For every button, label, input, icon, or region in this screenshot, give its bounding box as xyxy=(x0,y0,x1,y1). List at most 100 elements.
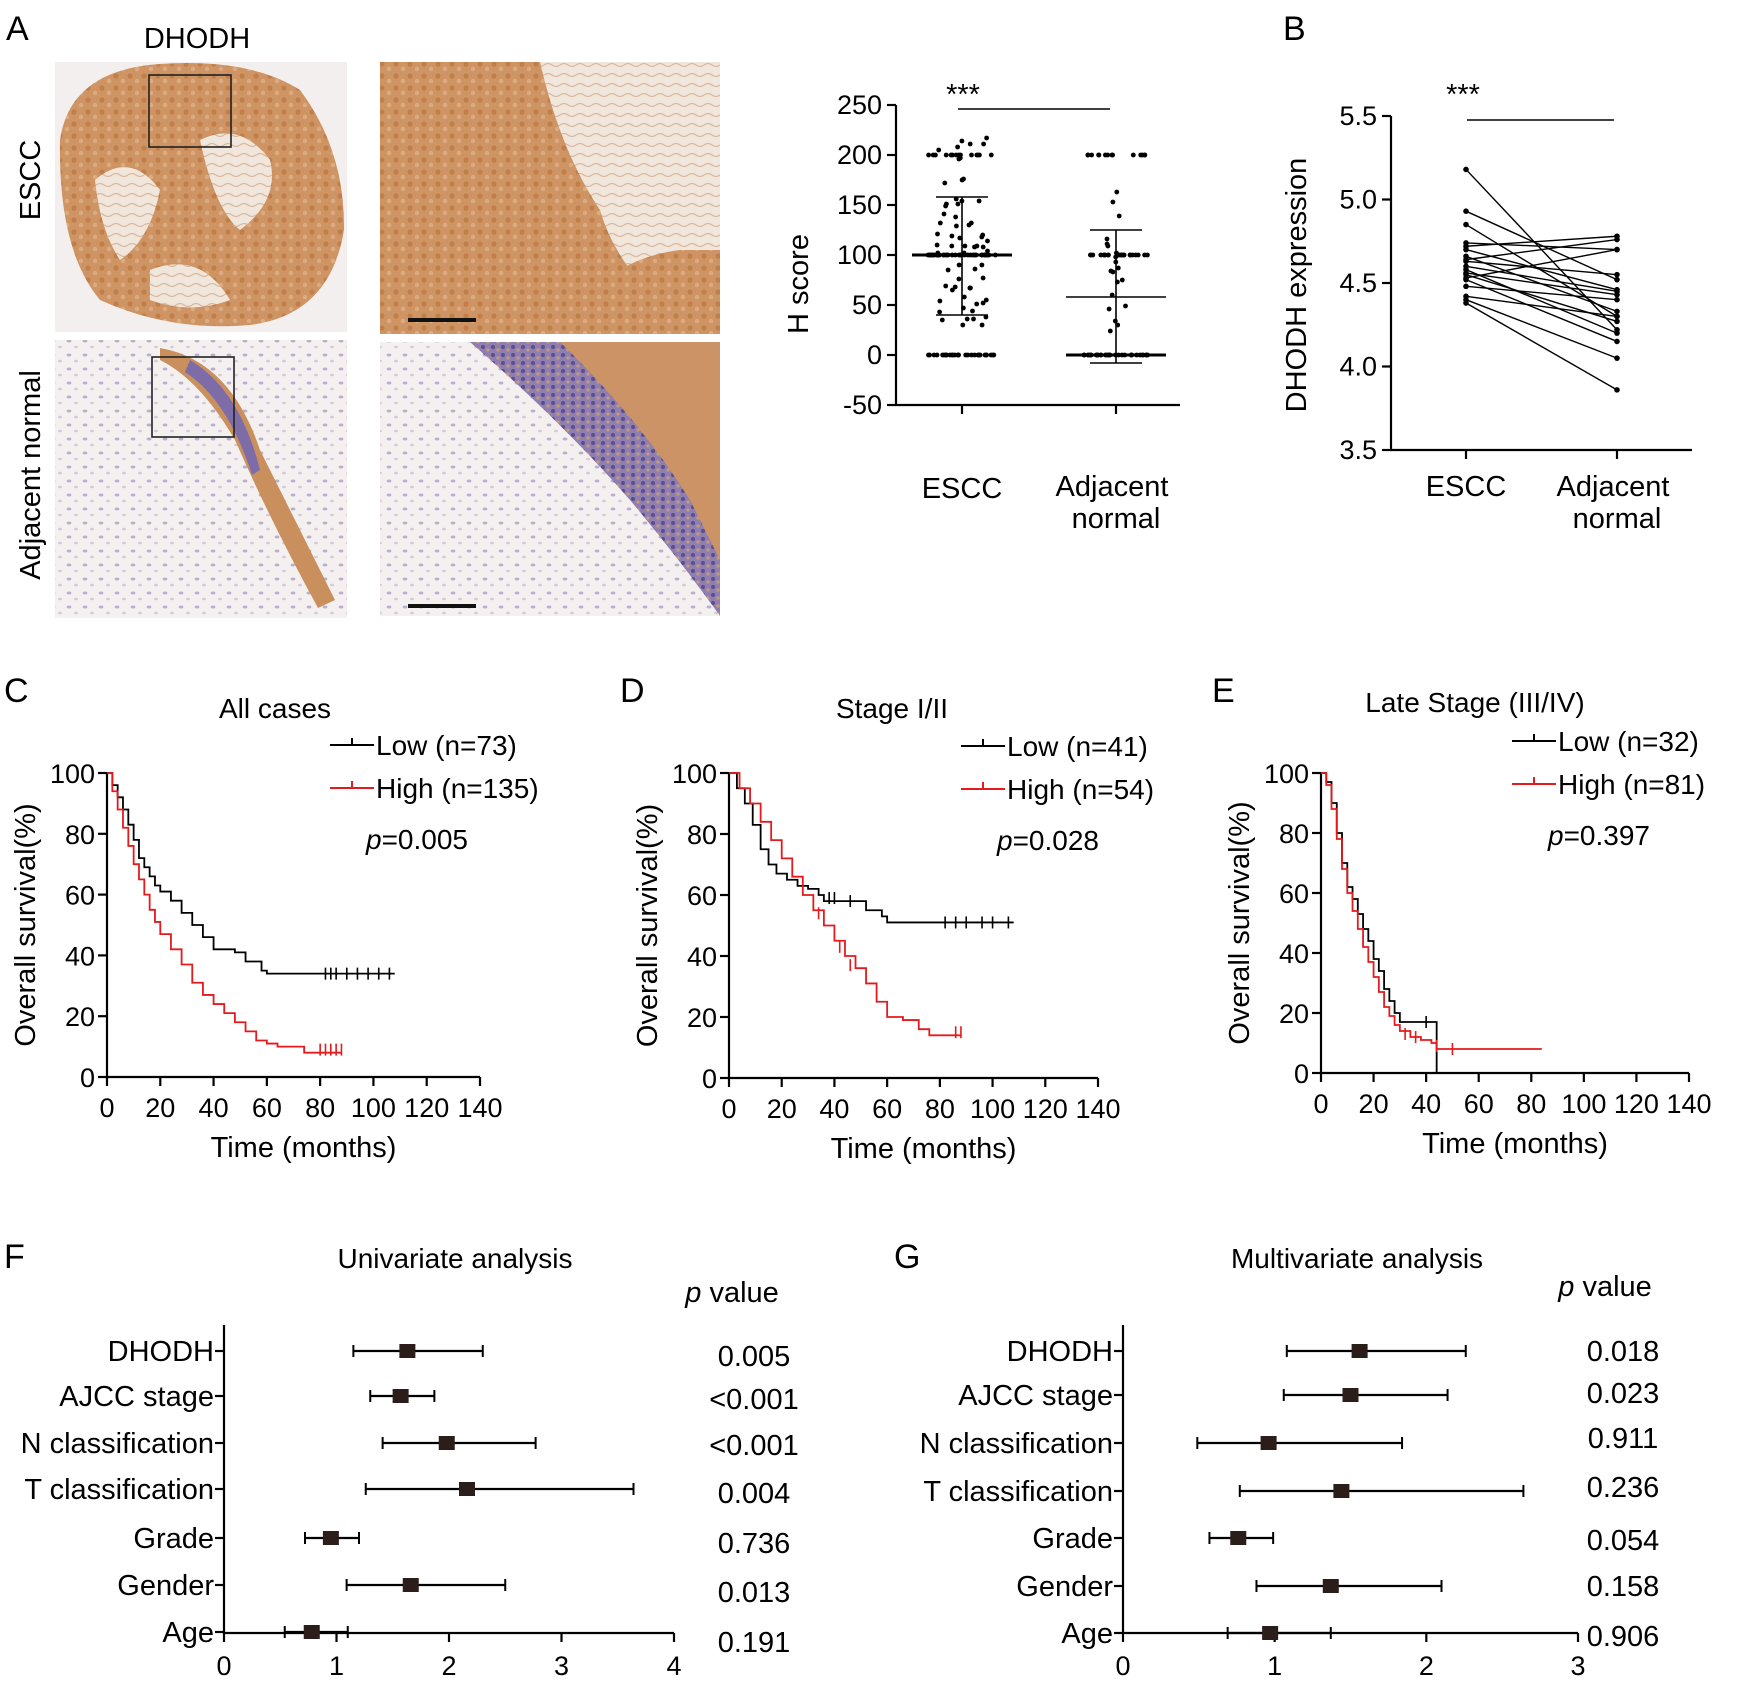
hazard-ratio-marker xyxy=(1351,1344,1368,1358)
data-point xyxy=(1114,189,1120,195)
data-point xyxy=(1135,252,1141,258)
legend-label-low: Low (n=32) xyxy=(1558,726,1699,757)
data-point xyxy=(955,144,960,150)
data-point xyxy=(980,244,986,250)
data-point xyxy=(959,138,965,144)
hazard-ratio-marker xyxy=(303,1625,320,1639)
data-point xyxy=(953,214,958,220)
data-point xyxy=(1614,330,1620,336)
y-tick-label: 4.5 xyxy=(1339,268,1377,298)
data-point xyxy=(1119,277,1125,283)
h-score-xlabel-normal-line1: Adjacent xyxy=(1056,471,1169,503)
data-point xyxy=(939,317,945,323)
data-point xyxy=(985,248,990,254)
data-point xyxy=(1463,166,1469,173)
escc-overview-micrograph xyxy=(55,62,347,332)
y-axis-label: Overall survival(%) xyxy=(1224,801,1256,1044)
low-survival-curve xyxy=(729,772,1014,924)
p-italic: p xyxy=(1547,820,1564,851)
scale-bar xyxy=(408,604,476,608)
hazard-ratio-marker xyxy=(1342,1388,1359,1402)
y-tick-label: 5.5 xyxy=(1339,101,1377,131)
panel-g-p-header: p value xyxy=(1557,1271,1652,1303)
data-point xyxy=(969,152,974,158)
y-tick-label: 3.5 xyxy=(1339,435,1377,465)
data-point xyxy=(971,316,976,322)
data-point xyxy=(990,352,996,358)
legend-label-low: Low (n=41) xyxy=(1007,731,1148,762)
y-axis-label: Overall survival(%) xyxy=(10,803,42,1046)
data-point xyxy=(957,155,963,161)
high-survival-curve xyxy=(729,772,961,1037)
p-value-text: p=0.397 xyxy=(1547,820,1650,851)
h-score-xlabel-normal: Adjacent normal xyxy=(1056,471,1177,535)
data-point xyxy=(1121,252,1126,258)
h-score-chart: H score *** ESCC Adjacent normal -50 0 50 1… xyxy=(783,79,1180,535)
hazard-ratio-marker xyxy=(1262,1626,1279,1640)
data-point xyxy=(950,287,955,293)
y-tick-label: 20 xyxy=(1279,999,1309,1029)
row-label: AJCC stage xyxy=(958,1380,1113,1412)
x-tick-label: 100 xyxy=(970,1094,1015,1124)
p-value-word: value xyxy=(1582,1271,1651,1303)
y-tick-label: 50 xyxy=(852,290,882,320)
data-point xyxy=(1140,152,1145,158)
data-point xyxy=(937,309,942,315)
data-point xyxy=(1108,268,1114,274)
panel-f-title: Univariate analysis xyxy=(338,1243,573,1274)
paired-line xyxy=(1465,272,1618,296)
data-point xyxy=(980,300,986,306)
x-tick-label: 80 xyxy=(925,1094,955,1124)
x-tick-label: 1 xyxy=(329,1651,344,1681)
data-point xyxy=(974,301,980,307)
hazard-ratio-marker xyxy=(1260,1436,1277,1450)
x-tick-label: 3 xyxy=(554,1651,569,1681)
data-point xyxy=(972,244,977,250)
data-point xyxy=(972,352,977,358)
panel-d: D Stage I/II 0 20 40 60 80 100 0 20 40 60 80 100 120… xyxy=(620,672,1154,1165)
hazard-ratio-marker xyxy=(459,1482,475,1496)
data-point xyxy=(984,352,989,358)
data-point xyxy=(979,262,985,268)
panel-g: G Multivariate analysis p value 0 1 2 3 DHOD… xyxy=(894,1238,1659,1681)
data-point xyxy=(943,203,948,209)
paired-line xyxy=(1465,285,1618,301)
p-value: 0.191 xyxy=(718,1627,791,1659)
p-italic: p xyxy=(996,825,1013,856)
panel-a-title: DHODH xyxy=(144,23,250,55)
p-value: =0.005 xyxy=(382,824,468,855)
paired-line xyxy=(1465,279,1618,343)
paired-line xyxy=(1465,210,1618,281)
data-point xyxy=(1463,283,1469,290)
data-point xyxy=(1463,221,1469,228)
p-value: 0.911 xyxy=(1588,1423,1658,1455)
data-point xyxy=(961,294,967,300)
panel-e: E Late Stage (III/IV) 0 20 40 60 80 100 0 20 40 6… xyxy=(1212,672,1712,1160)
x-tick-label: 80 xyxy=(305,1093,335,1123)
row-label: Grade xyxy=(1032,1523,1113,1555)
hazard-ratio-marker xyxy=(1322,1579,1339,1593)
x-tick-label: 140 xyxy=(1666,1089,1711,1119)
row-label: N classification xyxy=(21,1428,214,1460)
data-point xyxy=(974,152,980,158)
x-axis-label: Time (months) xyxy=(1422,1128,1608,1160)
panel-g-letter: G xyxy=(894,1238,920,1276)
panel-g-title: Multivariate analysis xyxy=(1231,1243,1483,1274)
panel-e-title: Late Stage (III/IV) xyxy=(1365,687,1584,718)
data-point xyxy=(984,135,989,141)
row-label: Grade xyxy=(133,1523,214,1555)
paired-line xyxy=(1465,265,1618,293)
h-score-significance: *** xyxy=(946,79,980,111)
y-tick-label: 80 xyxy=(687,820,717,850)
x-tick-label: 120 xyxy=(404,1093,449,1123)
data-point xyxy=(975,352,981,358)
legend-label-low: Low (n=73) xyxy=(376,730,517,761)
p-value: 0.005 xyxy=(718,1341,791,1373)
panel-b-ylabel: DHODH expression xyxy=(1281,158,1313,413)
x-tick-label: 100 xyxy=(1561,1089,1606,1119)
h-score-xlabel-normal-line2: normal xyxy=(1072,503,1161,535)
x-tick-label: 2 xyxy=(441,1651,456,1681)
axes xyxy=(222,1325,674,1635)
panel-c: C All cases 0 20 40 60 80 100 0 20 40 60 80 100 120 1… xyxy=(4,672,539,1164)
data-point xyxy=(959,177,965,183)
